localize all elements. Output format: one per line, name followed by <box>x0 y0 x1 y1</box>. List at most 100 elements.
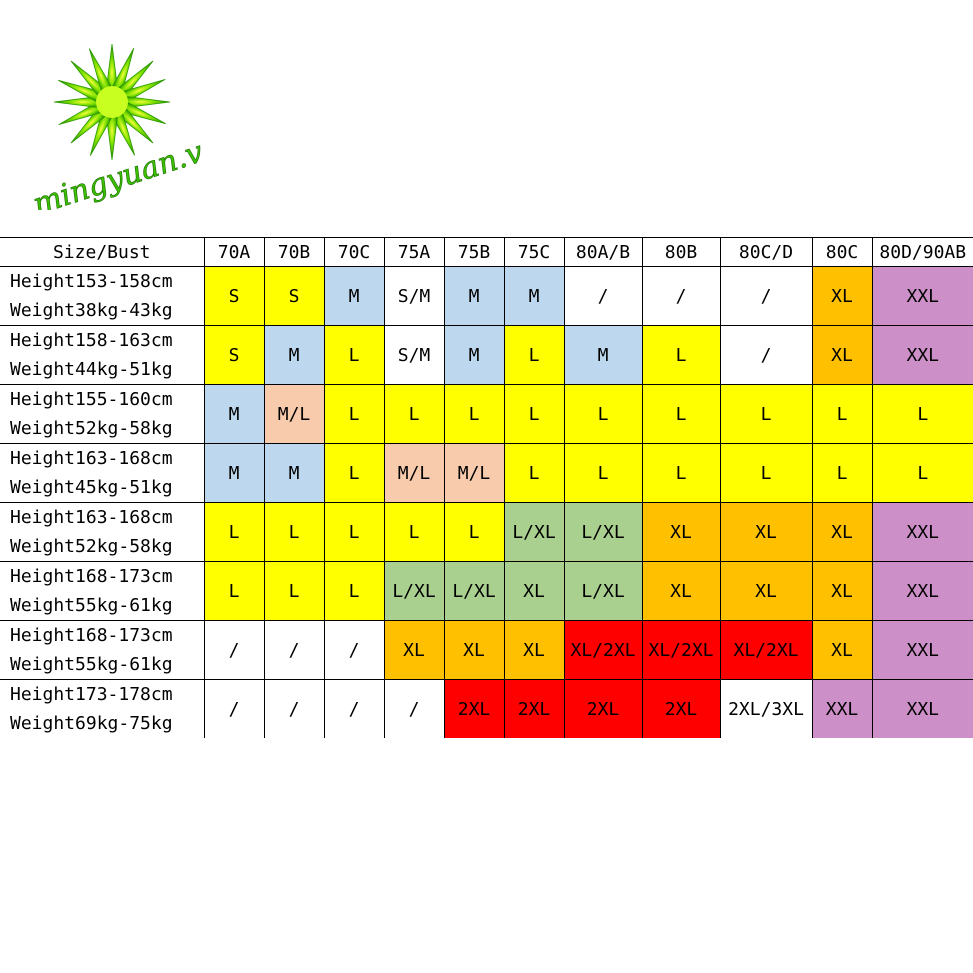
size-cell: XL <box>641 502 721 562</box>
size-cell: XXL <box>871 561 973 621</box>
size-cell: XL <box>811 325 873 385</box>
row-header: Height163-168cm Weight45kg-51kg <box>0 443 205 503</box>
size-cell: L <box>383 502 445 562</box>
size-cell: L <box>811 443 873 503</box>
column-header: 75B <box>443 237 505 267</box>
size-cell: XL <box>811 620 873 680</box>
size-cell: XXL <box>871 325 973 385</box>
size-cell: L <box>203 561 265 621</box>
size-cell: M <box>323 266 385 326</box>
table-row: Height168-173cm Weight55kg-61kg L L L L/XL L/X… <box>0 561 973 621</box>
size-cell: XL <box>719 561 813 621</box>
table-row: Height168-173cm Weight55kg-61kg / / / XL XL XL X… <box>0 620 973 680</box>
size-cell: L <box>443 502 505 562</box>
logo-text: mingyuan.vn <box>29 129 202 210</box>
size-cell: XXL <box>871 266 973 326</box>
height-range: Height153-158cm <box>10 271 173 292</box>
corner-header: Size/Bust <box>0 237 205 267</box>
size-cell: L <box>323 561 385 621</box>
weight-range: Weight38kg-43kg <box>10 300 173 321</box>
size-cell: L <box>811 384 873 444</box>
size-cell: XXL <box>871 620 973 680</box>
size-cell: M <box>203 443 265 503</box>
column-header: 80C/D <box>719 237 813 267</box>
size-cell: L <box>641 443 721 503</box>
size-cell: 2XL <box>563 679 643 738</box>
weight-range: Weight52kg-58kg <box>10 418 173 439</box>
size-cell: XL <box>811 561 873 621</box>
size-cell: M/L <box>263 384 325 444</box>
weight-range: Weight45kg-51kg <box>10 477 173 498</box>
size-cell: S/M <box>383 325 445 385</box>
weight-range: Weight44kg-51kg <box>10 359 173 380</box>
column-header: 70C <box>323 237 385 267</box>
row-header: Height153-158cm Weight38kg-43kg <box>0 266 205 326</box>
size-cell: / <box>263 620 325 680</box>
size-cell: XL/2XL <box>563 620 643 680</box>
size-cell: L <box>443 384 505 444</box>
size-cell: L <box>323 325 385 385</box>
size-cell: L <box>563 384 643 444</box>
size-cell: 2XL/3XL <box>719 679 813 738</box>
size-cell: L <box>503 443 565 503</box>
size-cell: L <box>641 325 721 385</box>
size-cell: / <box>563 266 643 326</box>
size-cell: XL <box>503 620 565 680</box>
size-cell: / <box>383 679 445 738</box>
size-cell: L/XL <box>503 502 565 562</box>
size-cell: L <box>323 443 385 503</box>
size-cell: L <box>641 384 721 444</box>
row-header: Height168-173cm Weight55kg-61kg <box>0 620 205 680</box>
size-cell: XL <box>719 502 813 562</box>
size-cell: / <box>203 620 265 680</box>
size-chart-table: Size/Bust 70A 70B 70C 75A 75B 75C 80A/B 80B 80C/… <box>0 237 973 738</box>
column-header: 80B <box>641 237 721 267</box>
size-cell: XXL <box>871 679 973 738</box>
weight-range: Weight55kg-61kg <box>10 595 173 616</box>
column-header: 80D/90AB <box>871 237 973 267</box>
column-header: 70A <box>203 237 265 267</box>
height-range: Height158-163cm <box>10 330 173 351</box>
size-cell: XXL <box>871 502 973 562</box>
row-header: Height173-178cm Weight69kg-75kg <box>0 679 205 738</box>
size-cell: M/L <box>383 443 445 503</box>
size-cell: L <box>719 443 813 503</box>
size-cell: L <box>263 502 325 562</box>
size-cell: / <box>719 266 813 326</box>
column-header: 80C <box>811 237 873 267</box>
size-cell: XL <box>503 561 565 621</box>
size-cell: 2XL <box>443 679 505 738</box>
column-header: 75A <box>383 237 445 267</box>
size-cell: XL <box>443 620 505 680</box>
height-range: Height168-173cm <box>10 625 173 646</box>
size-cell: S <box>263 266 325 326</box>
column-header: 80A/B <box>563 237 643 267</box>
size-cell: / <box>323 679 385 738</box>
size-cell: S/M <box>383 266 445 326</box>
size-cell: L <box>323 502 385 562</box>
size-cell: XL <box>641 561 721 621</box>
weight-range: Weight52kg-58kg <box>10 536 173 557</box>
size-cell: / <box>323 620 385 680</box>
size-cell: M <box>563 325 643 385</box>
size-cell: M <box>203 384 265 444</box>
size-cell: L <box>871 443 973 503</box>
height-range: Height155-160cm <box>10 389 173 410</box>
size-cell: S <box>203 325 265 385</box>
table-row: Height173-178cm Weight69kg-75kg / / //2XL 2XL… <box>0 679 973 738</box>
size-cell: L/XL <box>563 502 643 562</box>
size-cell: M <box>443 325 505 385</box>
size-cell: S <box>203 266 265 326</box>
size-cell: / <box>641 266 721 326</box>
mingyuan-logo: mingyuan.vn <box>28 43 202 210</box>
table-row: Height155-160cm Weight52kg-58kg M M/L L L L L L L… <box>0 384 973 444</box>
height-range: Height168-173cm <box>10 566 173 587</box>
height-range: Height173-178cm <box>10 684 173 705</box>
row-header: Height168-173cm Weight55kg-61kg <box>0 561 205 621</box>
column-header: 75C <box>503 237 565 267</box>
size-cell: L <box>383 384 445 444</box>
size-cell: L <box>323 384 385 444</box>
size-cell: 2XL <box>503 679 565 738</box>
size-cell: M <box>263 325 325 385</box>
size-cell: L <box>871 384 973 444</box>
